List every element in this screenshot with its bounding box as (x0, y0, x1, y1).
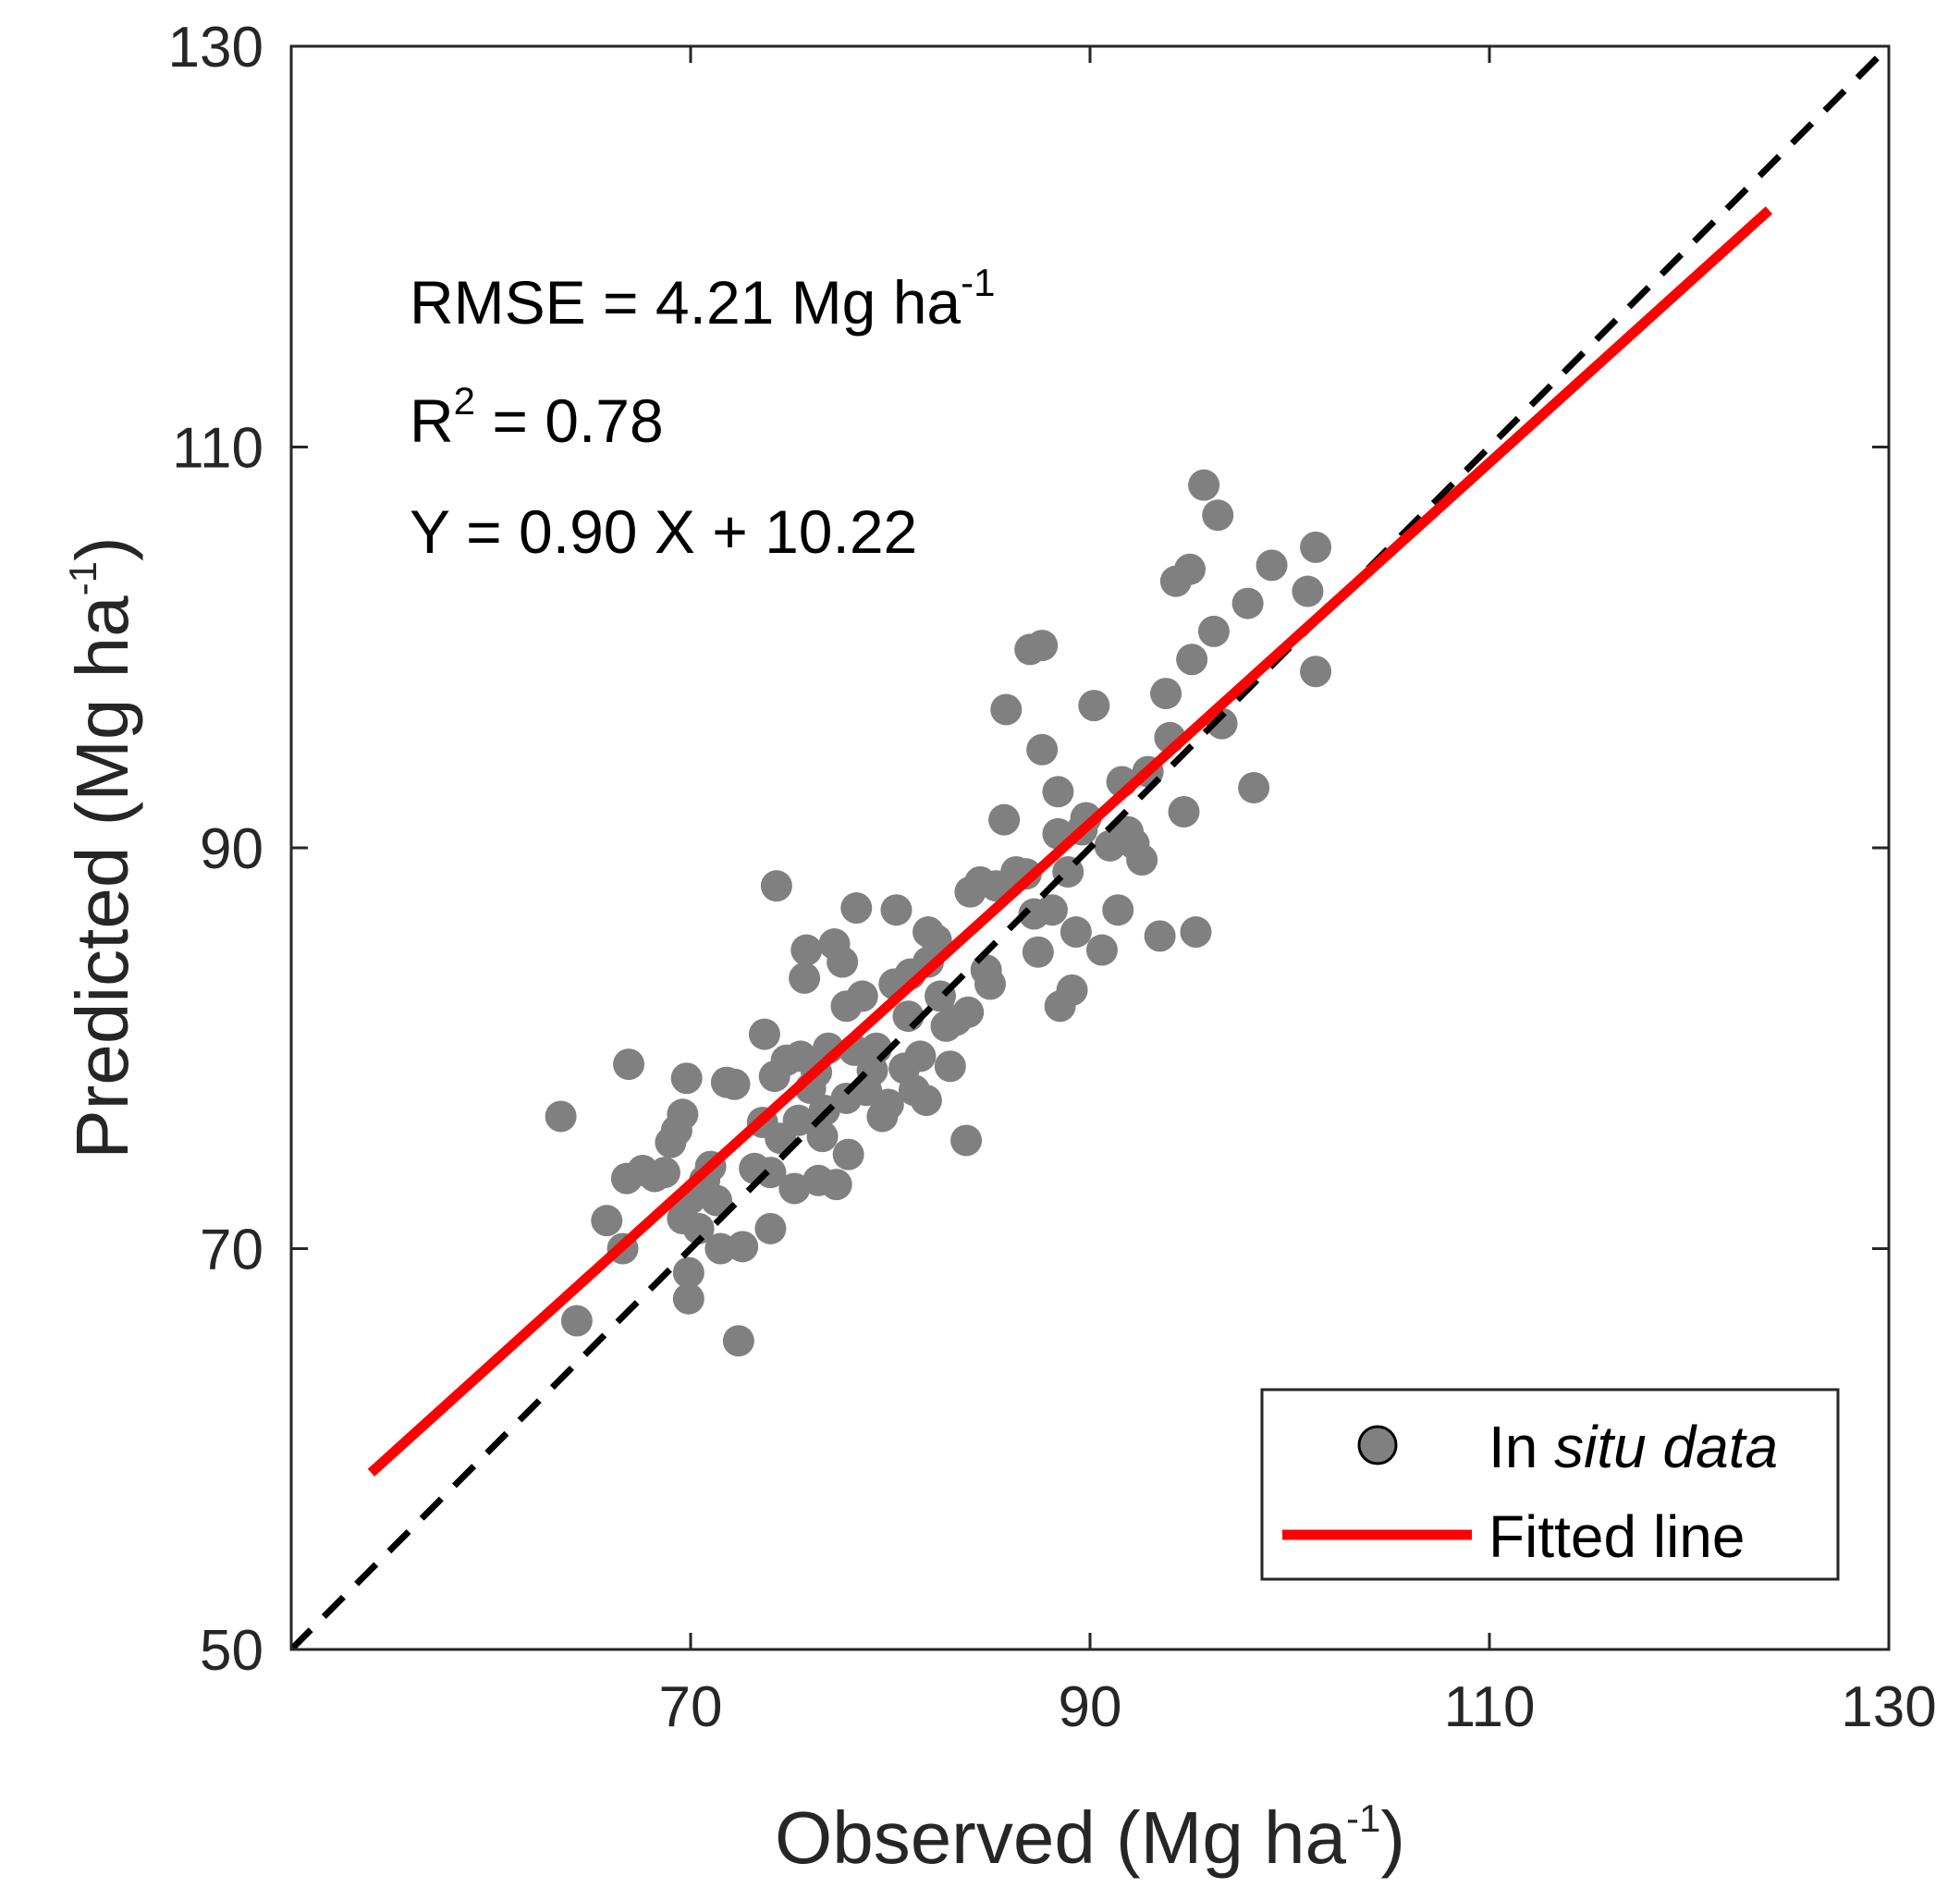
x-axis-label: Observed (Mg ha-1) (775, 1796, 1405, 1879)
data-point (1042, 776, 1074, 808)
data-point (667, 1098, 699, 1131)
data-point (789, 962, 821, 994)
data-point (1150, 678, 1182, 710)
x-tick-label: 90 (1059, 1675, 1122, 1739)
data-point (1035, 894, 1068, 926)
rmse-annotation: RMSE = 4.21 Mg ha-1 (410, 261, 996, 337)
data-point (1144, 920, 1176, 952)
data-point (1056, 974, 1088, 1006)
data-point (682, 1212, 715, 1244)
y-tick-label: 70 (200, 1219, 263, 1282)
data-point (806, 1121, 839, 1153)
equation-annotation: Y = 0.90 X + 10.22 (410, 497, 917, 566)
data-point (840, 892, 873, 925)
data-point (670, 1062, 703, 1095)
legend: In situ data Fitted line (1260, 1388, 1840, 1581)
data-point (832, 1138, 864, 1171)
data-point (1188, 469, 1220, 501)
data-point (1176, 644, 1208, 676)
data-point (1238, 771, 1270, 803)
y-tick-label: 90 (200, 817, 263, 881)
data-point (990, 693, 1023, 726)
data-point (748, 1018, 780, 1050)
data-point (1026, 733, 1059, 766)
data-point (1126, 844, 1158, 876)
data-point (1174, 553, 1206, 585)
data-point (1300, 531, 1332, 563)
data-point (1202, 499, 1234, 532)
data-point (952, 996, 985, 1028)
data-point (820, 1169, 852, 1201)
data-point (827, 946, 859, 978)
data-point (950, 1124, 983, 1157)
data-point (1292, 575, 1324, 607)
data-point (934, 1050, 966, 1083)
data-point (545, 1100, 577, 1133)
data-point (974, 968, 1006, 1000)
data-point (790, 934, 823, 966)
data-point (718, 1068, 751, 1100)
y-axis-label: Predicted (Mg ha-1) (61, 536, 143, 1158)
data-point (1078, 690, 1110, 722)
data-point (988, 803, 1021, 836)
data-points (545, 469, 1332, 1357)
data-point (722, 1325, 754, 1357)
fitted-line (367, 206, 1773, 1477)
data-point (613, 1048, 645, 1081)
data-point (727, 1231, 759, 1263)
data-point (904, 1040, 937, 1073)
y-tick-label: 110 (172, 417, 263, 481)
data-point (1231, 587, 1264, 619)
data-point (672, 1256, 704, 1289)
data-point (1102, 894, 1134, 926)
r-squared-annotation: R2 = 0.78 (410, 379, 664, 455)
data-point (782, 1104, 815, 1136)
data-point (1060, 916, 1092, 949)
data-point (1197, 615, 1230, 647)
data-point (920, 924, 952, 956)
data-point (754, 1212, 787, 1244)
data-point (701, 1184, 733, 1217)
x-tick-label: 130 (1841, 1675, 1936, 1739)
legend-fit-label: Fitted line (1488, 1503, 1745, 1570)
axis-ticks: 70 90 110 130 50 70 90 110 130 (168, 16, 1937, 1739)
data-point (760, 870, 792, 902)
identity-line (291, 46, 1889, 1649)
data-point (778, 1172, 811, 1205)
data-point (1180, 916, 1212, 949)
data-point (648, 1157, 680, 1189)
data-point (672, 1282, 704, 1315)
data-point (1022, 936, 1054, 968)
legend-scatter-marker (1357, 1425, 1398, 1465)
data-point (1085, 934, 1118, 966)
y-tick-label: 50 (200, 1619, 263, 1683)
data-point (910, 1085, 942, 1117)
data-point (846, 980, 878, 1012)
data-point (591, 1205, 623, 1237)
y-tick-label: 130 (168, 16, 263, 80)
legend-scatter-label: In situ data (1488, 1414, 1778, 1480)
data-point (1168, 795, 1200, 827)
legend-box (1260, 1388, 1840, 1581)
data-point (1300, 656, 1332, 688)
data-point (560, 1305, 593, 1337)
data-point (1026, 630, 1059, 662)
x-tick-label: 70 (659, 1675, 723, 1739)
data-point (880, 894, 913, 926)
x-tick-label: 110 (1444, 1675, 1536, 1739)
data-point (872, 1088, 904, 1121)
data-point (1256, 549, 1288, 582)
